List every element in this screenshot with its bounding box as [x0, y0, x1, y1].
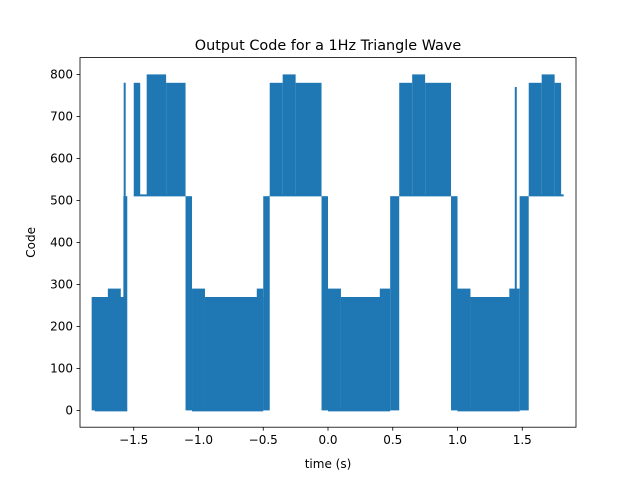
x-tick-label-3: 0.0	[318, 433, 337, 447]
series-block-10	[263, 196, 270, 411]
series-block-16	[340, 297, 387, 411]
y-tick-label-4: 400	[50, 236, 73, 250]
chart-title: Output Code for a 1Hz Triangle Wave	[195, 38, 462, 54]
y-tick-label-0: 0	[65, 404, 73, 418]
series-block-14	[321, 196, 328, 411]
y-tick-label-6: 600	[50, 152, 73, 166]
series-block-8	[204, 297, 264, 411]
series-block-19	[399, 82, 413, 196]
y-tick-label-7: 700	[50, 110, 73, 124]
y-axis-label: Code	[24, 227, 38, 258]
series-block-18	[390, 196, 400, 411]
series-block-13	[295, 82, 322, 196]
series-block-24	[470, 297, 516, 411]
series-block-28	[541, 74, 555, 196]
series-block-5	[166, 82, 186, 196]
series-block-9	[256, 288, 264, 411]
x-axis-label: time (s)	[305, 457, 352, 471]
series-block-26	[519, 196, 529, 411]
y-tick-label-3: 300	[50, 278, 73, 292]
y-axis: 0 100 200 300 400 500 600 700 800	[50, 68, 80, 418]
y-tick-label-8: 800	[50, 68, 73, 82]
series-block-4	[146, 74, 167, 196]
series-block-27	[528, 82, 542, 196]
x-tick-label-1: −1.0	[184, 433, 213, 447]
x-axis: −1.5 −1.0 −0.5 0.0 0.5 1.0 1.5	[119, 427, 532, 447]
x-tick-label-0: −1.5	[119, 433, 148, 447]
series-block-1	[107, 288, 121, 411]
y-tick-label-1: 100	[50, 362, 73, 376]
y-tick-label-2: 200	[50, 320, 73, 334]
series-block-23	[457, 288, 471, 411]
series-block-20	[412, 74, 426, 196]
plot-area	[91, 74, 564, 412]
series-block-15	[328, 288, 341, 411]
series-block-29	[554, 82, 562, 196]
series-block-22	[451, 196, 458, 411]
series-block-25	[509, 288, 520, 411]
x-tick-label-5: 1.0	[448, 433, 467, 447]
series-block-7	[192, 288, 205, 411]
series-block-12	[282, 74, 296, 196]
x-tick-label-6: 1.5	[513, 433, 532, 447]
series-block-11	[269, 82, 283, 196]
series-block-17	[379, 288, 391, 411]
series-block-21	[425, 82, 452, 196]
x-tick-label-4: 0.5	[383, 433, 402, 447]
y-tick-label-5: 500	[50, 194, 73, 208]
series-block-3	[133, 82, 141, 196]
series-block-6	[185, 196, 193, 411]
x-tick-label-2: −0.5	[249, 433, 278, 447]
